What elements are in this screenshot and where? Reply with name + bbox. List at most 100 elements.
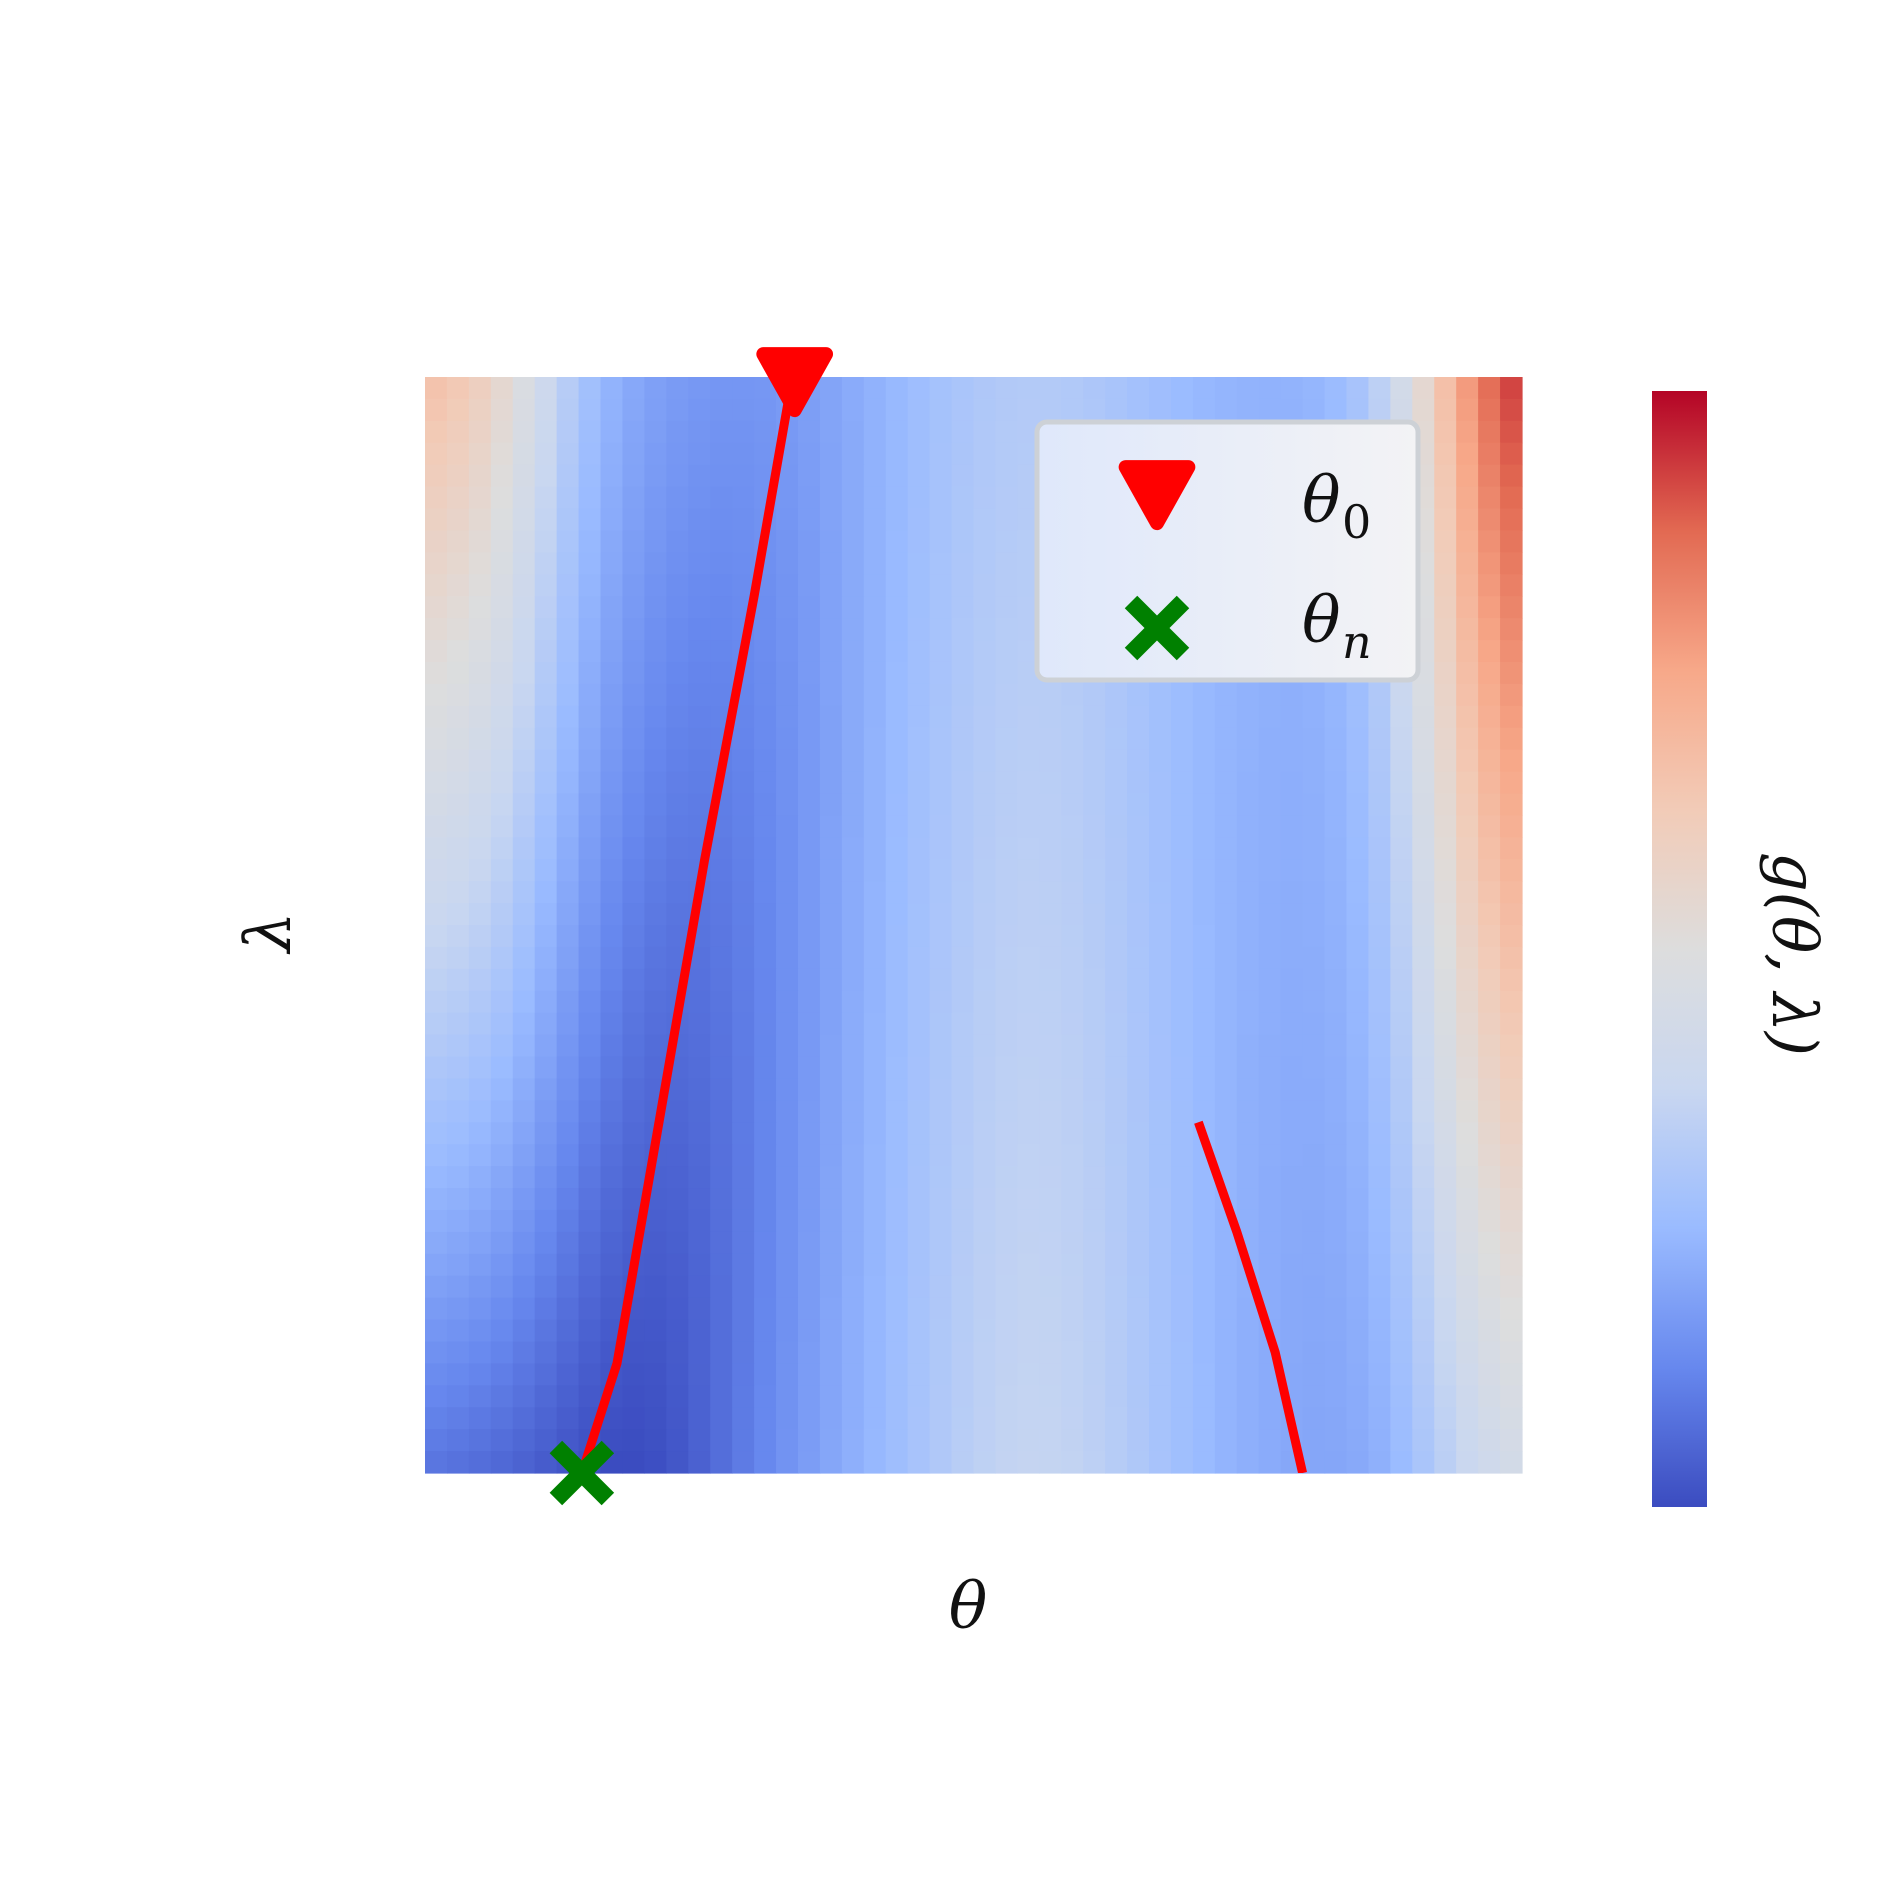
heatmap-cell [1258, 705, 1282, 729]
heatmap-cell [512, 530, 536, 553]
heatmap-cell [1105, 683, 1128, 707]
heatmap-cell [929, 903, 953, 926]
heatmap-cell [1434, 749, 1457, 773]
heatmap-cell [1017, 837, 1040, 860]
heatmap-cell [512, 683, 536, 707]
heatmap-cell [754, 1056, 777, 1080]
heatmap-cell [1302, 398, 1326, 422]
heatmap-cell [578, 377, 602, 400]
heatmap-cell [534, 1407, 558, 1430]
heatmap-cell [578, 486, 602, 510]
heatmap-cell [1324, 1385, 1348, 1408]
heatmap-cell [732, 486, 755, 510]
heatmap-cell [1149, 1297, 1172, 1321]
heatmap-cell [490, 1429, 514, 1452]
heatmap-cell [1083, 398, 1106, 422]
heatmap-cell [776, 464, 799, 488]
heatmap-cell [885, 1209, 909, 1233]
heatmap-cell [490, 1385, 514, 1408]
heatmap-cell [776, 1100, 799, 1123]
heatmap-cell [1258, 683, 1282, 707]
heatmap-cell [1017, 1056, 1040, 1080]
heatmap-cell [622, 464, 645, 488]
heatmap-cell [1412, 903, 1435, 926]
heatmap-cell [534, 640, 558, 663]
heatmap-cell [578, 881, 602, 904]
heatmap-cell [1061, 903, 1084, 926]
heatmap-cell [885, 1122, 909, 1145]
heatmap-cell [556, 464, 580, 488]
heatmap-cell [1456, 420, 1479, 444]
heatmap-cell [819, 552, 843, 575]
heatmap-cell [1456, 464, 1479, 488]
heatmap-cell [1412, 1231, 1435, 1255]
heatmap-cell [425, 1407, 448, 1430]
heatmap-cell [885, 640, 909, 663]
heatmap-cell [1149, 727, 1172, 751]
heatmap-cell [622, 705, 645, 729]
heatmap-cell [1236, 398, 1260, 422]
heatmap-cell [425, 1188, 448, 1211]
heatmap-cell [841, 946, 865, 970]
heatmap-cell [425, 552, 448, 575]
heatmap-cell [1083, 1056, 1106, 1080]
heatmap-cell [1170, 377, 1194, 400]
heatmap-cell [446, 837, 470, 860]
heatmap-cell [1214, 881, 1238, 904]
heatmap-cell [1258, 771, 1282, 795]
heatmap-cell [425, 771, 448, 795]
heatmap-cell [490, 464, 514, 488]
heatmap-cell [1302, 377, 1326, 400]
heatmap-cell [1478, 705, 1501, 729]
heatmap-cell [995, 377, 1018, 400]
heatmap [425, 377, 1523, 1474]
heatmap-cell [863, 377, 887, 400]
heatmap-cell [907, 1363, 931, 1386]
heatmap-cell [951, 596, 975, 619]
heatmap-cell [1214, 1385, 1238, 1408]
heatmap-cell [841, 508, 865, 532]
heatmap-cell [666, 1166, 689, 1189]
heatmap-cell [1412, 1275, 1435, 1299]
heatmap-cell [1280, 771, 1304, 795]
heatmap-cell [1017, 1231, 1040, 1255]
heatmap-cell [534, 1363, 558, 1386]
heatmap-cell [1280, 859, 1304, 882]
heatmap-cell [1302, 1056, 1326, 1080]
heatmap-cell [995, 1100, 1018, 1123]
heatmap-cell [1500, 793, 1523, 816]
heatmap-cell [468, 1144, 492, 1167]
heatmap-cell [1434, 771, 1457, 795]
heatmap-cell [622, 596, 645, 619]
heatmap-cell [1083, 1297, 1106, 1321]
heatmap-cell [1149, 1012, 1172, 1036]
heatmap-cell [1214, 683, 1238, 707]
heatmap-cell [1390, 1012, 1413, 1036]
heatmap-cell [600, 1407, 624, 1430]
heatmap-cell [1346, 1341, 1370, 1364]
heatmap-cell [688, 1407, 711, 1430]
heatmap-cell [1170, 793, 1194, 816]
heatmap-cell [1214, 968, 1238, 992]
heatmap-cell [1434, 377, 1457, 400]
heatmap-cell [754, 1363, 777, 1386]
heatmap-cell [425, 640, 448, 663]
heatmap-cell [1214, 1341, 1238, 1364]
heatmap-cell [1017, 377, 1040, 400]
heatmap-cell [929, 749, 953, 773]
heatmap-cell [819, 925, 843, 948]
heatmap-cell [1434, 442, 1457, 466]
heatmap-cell [688, 990, 711, 1014]
heatmap-cell [1017, 1429, 1040, 1452]
heatmap-cell [1170, 1363, 1194, 1386]
heatmap-cell [797, 596, 821, 619]
heatmap-cell [885, 968, 909, 992]
heatmap-cell [1500, 1034, 1523, 1058]
heatmap-cell [973, 420, 997, 444]
heatmap-cell [995, 1231, 1018, 1255]
heatmap-cell [819, 793, 843, 816]
heatmap-cell [1149, 1034, 1172, 1058]
heatmap-cell [1258, 1012, 1282, 1036]
heatmap-cell [1236, 837, 1260, 860]
heatmap-cell [1214, 925, 1238, 948]
